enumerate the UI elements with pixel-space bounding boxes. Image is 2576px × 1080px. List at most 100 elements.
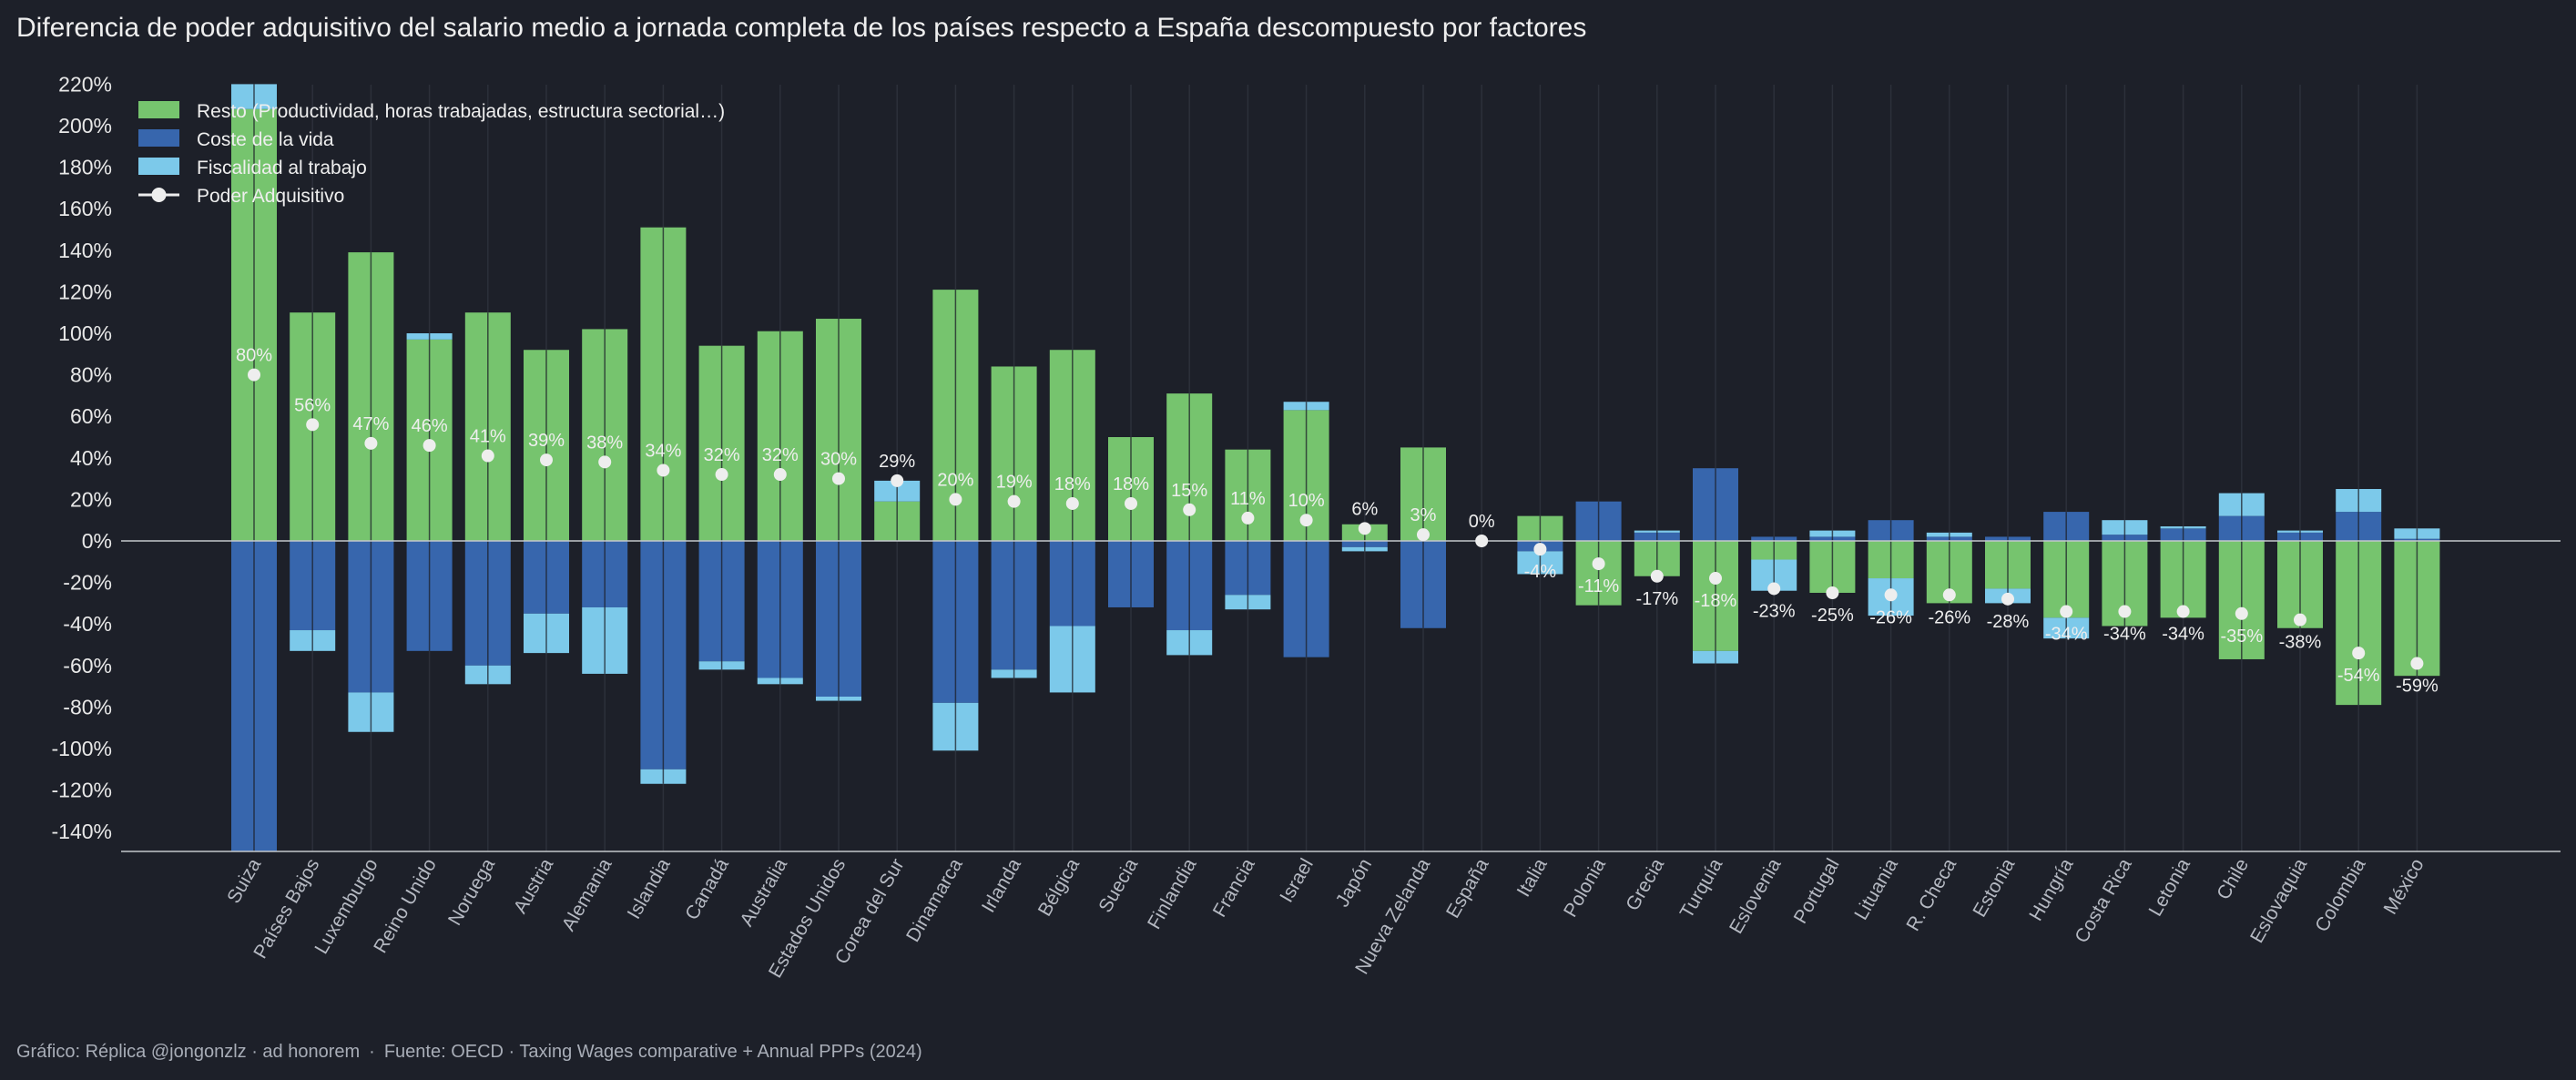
poder-adquisitivo-point	[1299, 514, 1313, 527]
value-label: 20%	[937, 470, 973, 490]
x-tick-label: Bélgica	[1034, 855, 1084, 920]
footer: Gráfico: Réplica @jongonzlz · ad honorem…	[16, 1042, 922, 1063]
x-tick-label: Hungría	[2025, 855, 2077, 924]
y-tick-label: 160%	[58, 197, 112, 220]
poder-adquisitivo-point	[2001, 592, 2014, 606]
x-tick-label: Lituania	[1850, 855, 1902, 923]
bars	[231, 84, 2440, 851]
y-tick-label: -80%	[63, 695, 112, 718]
x-tick-label: Canadá	[681, 855, 733, 923]
x-tick-label: Francia	[1209, 855, 1259, 921]
legend-label: Resto (Productividad, horas trabajadas, …	[197, 101, 725, 122]
poder-adquisitivo-point	[1065, 496, 1079, 510]
value-label: 10%	[1288, 491, 1325, 511]
x-tick-label: Australia	[736, 855, 791, 931]
value-label: -34%	[2103, 625, 2146, 645]
poder-adquisitivo-point	[2060, 605, 2073, 618]
poder-adquisitivo-point	[2176, 605, 2190, 618]
poder-adquisitivo-point	[715, 468, 728, 482]
poder-adquisitivo-point	[1884, 588, 1898, 602]
value-label: 34%	[645, 441, 681, 461]
y-tick-label: 80%	[70, 363, 112, 387]
poder-adquisitivo-point	[1007, 494, 1021, 508]
value-label: 30%	[820, 450, 857, 470]
x-tick-label: Letonia	[2145, 855, 2195, 920]
x-tick-label: Italia	[1513, 855, 1552, 901]
poder-adquisitivo-point	[949, 493, 962, 506]
poder-adquisitivo-point	[1183, 503, 1196, 516]
x-tick-label: Portugal	[1790, 855, 1844, 927]
poder-adquisitivo-point	[306, 418, 320, 432]
value-label: -34%	[2162, 625, 2204, 645]
legend: Resto (Productividad, horas trabajadas, …	[138, 101, 725, 207]
poder-adquisitivo-point	[1826, 586, 1839, 599]
poder-adquisitivo-markers: 80% 56% 47% 46% 41% 39% 38% 34% 32% 32% 30% 29% 20% 1…	[236, 346, 2439, 697]
poder-adquisitivo-point	[2235, 606, 2248, 620]
value-label: 32%	[762, 445, 799, 465]
y-axis: 220% 200% 180% 160% 140% 120% 100% 80% 60% 40% 20%…	[52, 72, 112, 843]
value-label: 32%	[704, 445, 740, 465]
x-tick-label: Finlandia	[1144, 855, 1201, 933]
y-tick-label: 0%	[82, 529, 112, 553]
x-tick-label: Dinamarca	[902, 855, 967, 946]
poder-adquisitivo-point	[423, 439, 436, 453]
value-label: -28%	[1987, 612, 2030, 632]
poder-adquisitivo-point	[2118, 605, 2132, 618]
x-tick-label: Eslovenia	[1726, 855, 1786, 938]
poder-adquisitivo-point	[1709, 572, 1722, 586]
y-tick-label: 220%	[58, 72, 112, 96]
poder-adquisitivo-point	[364, 436, 378, 450]
y-tick-label: 180%	[58, 156, 112, 179]
x-tick-label: Polonia	[1560, 855, 1610, 921]
legend-marker	[151, 188, 167, 202]
value-label: 18%	[1113, 474, 1149, 494]
value-label: -4%	[1524, 562, 1557, 582]
x-tick-label: Colombia	[2311, 855, 2369, 936]
legend-label: Coste de la vida	[197, 129, 334, 150]
value-label: -11%	[1578, 576, 1619, 596]
poder-adquisitivo-point	[1533, 543, 1547, 556]
y-tick-label: 20%	[70, 487, 112, 511]
x-tick-label: Reino Unido	[370, 855, 441, 957]
value-label: -23%	[1753, 601, 1796, 621]
x-tick-label: Suiza	[223, 855, 265, 907]
y-tick-label: 140%	[58, 239, 112, 262]
poder-adquisitivo-point	[481, 449, 494, 463]
legend-label: Poder Adquisitivo	[197, 186, 344, 207]
x-tick-label: Islandia	[624, 855, 675, 922]
footer-credit: Gráfico: Réplica @jongonzlz · ad honorem	[16, 1042, 361, 1062]
poder-adquisitivo-point	[657, 464, 670, 477]
poder-adquisitivo-point	[1475, 535, 1489, 547]
value-label: 56%	[294, 395, 331, 415]
poder-adquisitivo-point	[891, 474, 904, 487]
value-label: 46%	[412, 416, 448, 436]
poder-adquisitivo-point	[598, 455, 612, 469]
value-label: 15%	[1171, 481, 1207, 501]
x-tick-label: España	[1442, 855, 1493, 922]
poder-adquisitivo-point	[1417, 528, 1430, 542]
y-tick-label: 100%	[58, 321, 112, 345]
legend-item: Poder Adquisitivo	[138, 186, 344, 207]
value-label: -17%	[1635, 589, 1678, 609]
footer-separator: ·	[369, 1042, 375, 1062]
y-tick-label: -20%	[63, 571, 112, 595]
legend-item: Resto (Productividad, horas trabajadas, …	[138, 101, 725, 122]
x-tick-label: Suecia	[1095, 855, 1142, 916]
y-tick-label: 120%	[58, 280, 112, 303]
value-label: 29%	[879, 452, 915, 472]
y-tick-label: 40%	[70, 446, 112, 470]
x-tick-label: Estonia	[1969, 855, 2019, 921]
x-tick-label: Costa Rica	[2071, 855, 2135, 947]
value-label: 41%	[470, 427, 506, 447]
x-tick-label: Israel	[1276, 855, 1318, 906]
poder-adquisitivo-point	[2352, 647, 2366, 660]
x-tick-label: Noruega	[444, 855, 499, 930]
poder-adquisitivo-point	[1650, 569, 1664, 583]
chart-title: Diferencia de poder adquisitivo del sala…	[16, 13, 1587, 43]
value-label: 19%	[996, 473, 1033, 493]
y-tick-label: -60%	[63, 654, 112, 678]
poder-adquisitivo-point	[1358, 522, 1371, 535]
poder-adquisitivo-point	[1125, 496, 1137, 510]
